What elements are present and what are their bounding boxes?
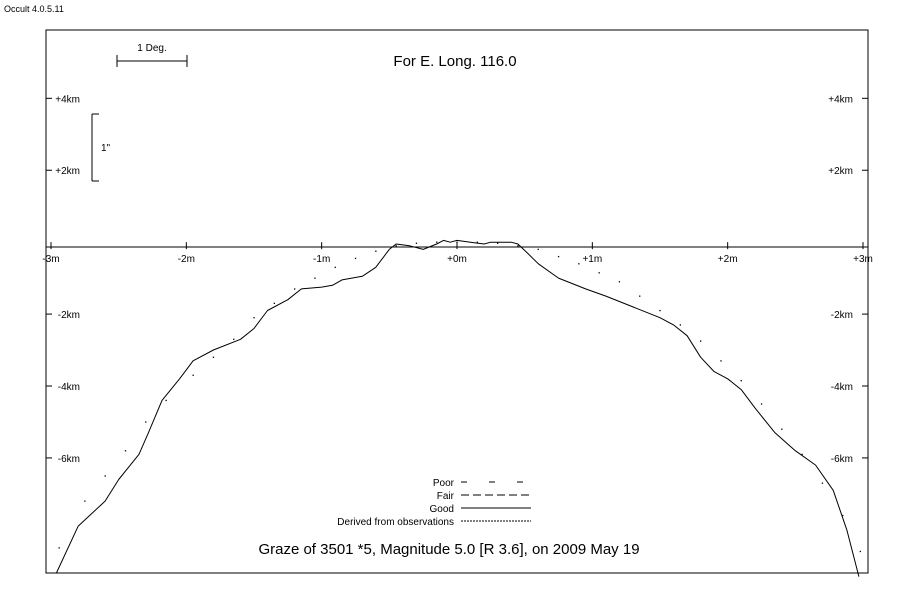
y-tick-label-right: +2km [828,166,853,177]
scale-bar-degree: 1 Deg. [116,43,188,67]
y-tick-label-left: -6km [58,454,80,465]
legend-label-good: Good [430,504,454,515]
limb-profile-derived-point [720,360,722,362]
limb-profile-derived-point [145,421,147,423]
scale-bar-arcsec-label: 1" [101,143,111,154]
y-tick-label-right: -4km [831,382,853,393]
limb-profile-derived-point [192,374,194,376]
limb-profile-derived-point [517,245,519,247]
y-tick-label-left: -2km [58,310,80,321]
limb-profile-derived-point [84,500,86,502]
limb-profile-derived-point [578,263,580,265]
y-tick-label-right: +4km [828,94,853,105]
limb-profile-derived-point [415,242,418,244]
x-axis-ticks: -3m -2m -1m +0m +1m +2m +3m [42,242,873,265]
y-tick-label-left: +2km [55,166,80,177]
limb-profile-derived-point [659,309,661,312]
x-tick-label: +1m [582,254,602,265]
limb-profile-derived-point [456,241,458,243]
y-axis-ticks: +4km +4km +2km +2km -2km -2km -4km -4km -6km -6km [46,94,868,465]
limb-profile-derived-point [679,324,681,326]
limb-profile-derived-point [233,338,235,340]
limb-profile-derived-point [537,248,539,251]
limb-profile-derived-point [436,241,438,243]
series-layer [55,239,861,577]
app-version: Occult 4.0.5.11 [4,4,64,14]
chart-title: Graze of 3501 *5, Magnitude 5.0 [R 3.6],… [258,541,639,558]
limb-profile-derived-point [314,277,316,279]
limb-profile-derived-point [700,340,702,342]
legend: Poor Fair Good Derived from observations [337,478,531,528]
limb-profile-derived-point [334,266,336,269]
y-tick-label-left: -4km [58,382,80,393]
x-tick-label: +3m [853,254,873,265]
scale-bar-degree-label: 1 Deg. [137,43,166,54]
limb-profile-derived-point [821,482,824,484]
y-tick-label-right: -2km [831,310,853,321]
legend-label-derived: Derived from observations [337,517,454,528]
x-tick-label: -1m [313,254,330,265]
chart-subtitle: For E. Long. 116.0 [393,53,516,70]
scale-bar-arcsec: 1" [91,113,111,182]
limb-profile-derived-point [273,302,275,304]
limb-profile-derived-point [354,257,357,260]
limb-profile-derived-point [58,547,60,549]
limb-profile-good-line [55,239,860,577]
limb-profile-derived-point [375,250,377,252]
limb-profile-derived-point [124,450,127,452]
limb-profile-derived-point [618,281,621,283]
limb-profile-derived-point [740,380,742,382]
limb-profile-derived-point [859,550,861,553]
limb-profile-derived-point [781,428,783,430]
limb-profile-derived-point [212,356,215,358]
legend-label-fair: Fair [437,491,455,502]
limb-profile-derived-point [253,317,255,319]
y-tick-label-left: +4km [55,94,80,105]
limb-profile-derived-point [294,288,296,290]
limb-profile-derived-point [104,475,106,477]
limb-profile-derived-point [557,255,560,258]
limb-profile-derived-point [801,453,803,456]
x-tick-label: +0m [447,254,467,265]
plot-frame [45,29,869,574]
limb-profile-derived-point [395,245,397,247]
x-tick-label: -2m [178,254,195,265]
limb-profile-derived-point [842,514,844,517]
x-tick-label: +2m [718,254,738,265]
legend-label-poor: Poor [433,478,455,489]
limb-profile-derived-point [760,403,763,405]
limb-profile-derived-point [639,295,641,297]
limb-profile-derived-point [598,272,600,274]
y-tick-label-right: -6km [831,454,853,465]
limb-profile-derived-point [476,241,478,243]
x-tick-label: -3m [42,254,59,265]
limb-profile-derived-point [165,399,167,402]
limb-profile-derived-point [497,242,499,244]
